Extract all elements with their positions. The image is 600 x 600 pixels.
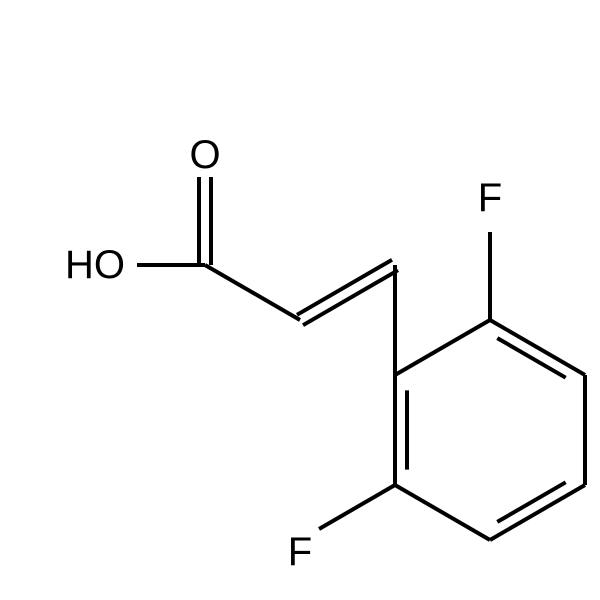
atom-label-hydroxyl: HO (65, 243, 125, 287)
atom-label-oxygen_carbonyl: O (189, 133, 220, 177)
ring-c5-c6-double-a (490, 485, 585, 540)
ring-c1-c3 (395, 320, 490, 375)
ring-c3-c4-double-a (490, 320, 585, 375)
c-alpha-to-c-beta-double-b (297, 260, 392, 315)
molecule-diagram: O HO F F (0, 0, 600, 600)
atom-label-fluorine_top: F (478, 176, 502, 220)
c-carboxyl-to-c-alpha (205, 265, 300, 320)
ring-c6-c7 (395, 485, 490, 540)
c7-to-f-bottom (319, 485, 395, 529)
atom-label-fluorine_bottom: F (288, 530, 312, 574)
c-alpha-to-c-beta-double-a (303, 270, 398, 325)
